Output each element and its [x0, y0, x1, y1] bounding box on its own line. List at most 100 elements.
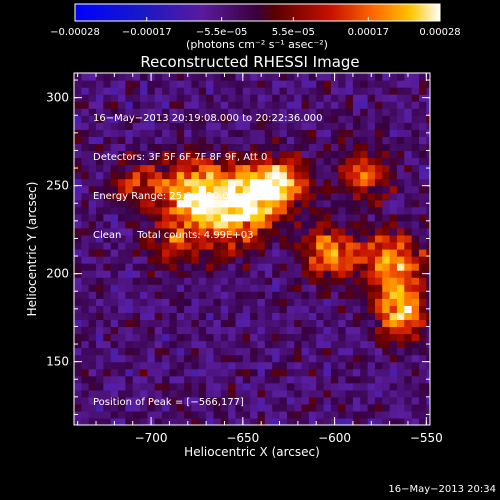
heatmap-cell: [286, 375, 295, 384]
heatmap-cell: [96, 305, 104, 313]
heatmap-cell: [396, 403, 405, 412]
heatmap-cell: [242, 389, 251, 398]
heatmap-cell: [184, 199, 193, 208]
heatmap-cell: [345, 277, 354, 285]
heatmap-cell: [103, 333, 112, 342]
heatmap-cell: [264, 270, 273, 278]
heatmap-cell: [147, 241, 156, 250]
heatmap-cell: [301, 206, 310, 215]
heatmap-cell: [81, 410, 90, 419]
heatmap-cell: [88, 298, 97, 306]
heatmap-cell: [323, 396, 332, 405]
heatmap-cell: [169, 115, 178, 123]
heatmap-cell: [250, 171, 259, 180]
heatmap-cell: [140, 101, 148, 109]
heatmap-cell: [147, 185, 156, 194]
heatmap-cell: [206, 178, 215, 187]
heatmap-cell: [257, 108, 266, 116]
heatmap-cell: [220, 354, 229, 363]
heatmap-cell: [184, 263, 193, 271]
heatmap-cell: [154, 80, 163, 88]
heatmap-cell: [396, 312, 405, 320]
heatmap-cell: [162, 277, 171, 285]
heatmap-cell: [125, 319, 134, 328]
heatmap-cell: [176, 136, 185, 144]
heatmap-cell: [286, 213, 295, 222]
heatmap-cell: [374, 291, 383, 299]
heatmap-cell: [206, 277, 215, 285]
heatmap-cell: [279, 291, 288, 299]
heatmap-cell: [264, 115, 273, 123]
heatmap-cell: [147, 80, 156, 88]
heatmap-cell: [338, 73, 347, 81]
heatmap-cell: [257, 319, 266, 328]
heatmap-cell: [382, 115, 391, 123]
heatmap-cell: [125, 270, 134, 278]
heatmap-cell: [206, 171, 215, 180]
heatmap-cell: [176, 241, 185, 250]
heatmap-cell: [176, 382, 185, 391]
heatmap-cell: [198, 368, 207, 377]
heatmap-cell: [132, 403, 141, 412]
heatmap-cell: [316, 87, 325, 95]
x-tick-label: −550: [410, 431, 443, 445]
heatmap-cell: [272, 122, 281, 130]
heatmap-cell: [140, 249, 148, 257]
heatmap-cell: [345, 115, 354, 123]
heatmap-cell: [169, 305, 178, 313]
heatmap-cell: [96, 291, 104, 299]
heatmap-cell: [345, 312, 354, 320]
heatmap-cell: [162, 122, 171, 130]
heatmap-cell: [140, 73, 148, 81]
heatmap-cell: [191, 185, 200, 194]
heatmap-cell: [176, 94, 185, 102]
heatmap-cell: [345, 403, 354, 412]
heatmap-cell: [147, 206, 156, 215]
heatmap-cell: [88, 326, 97, 335]
heatmap-cell: [308, 368, 317, 377]
heatmap-cell: [74, 227, 82, 236]
heatmap-cell: [396, 87, 405, 95]
heatmap-cell: [118, 150, 126, 159]
heatmap-cell: [242, 249, 251, 257]
heatmap-cell: [411, 227, 420, 236]
heatmap-cell: [220, 136, 229, 144]
heatmap-cell: [250, 157, 259, 166]
heatmap-cell: [220, 234, 229, 243]
heatmap-cell: [228, 150, 237, 159]
heatmap-cell: [374, 354, 383, 363]
heatmap-cell: [103, 417, 112, 425]
heatmap-cell: [242, 80, 251, 88]
heatmap-cell: [184, 87, 193, 95]
heatmap-cell: [294, 305, 303, 313]
heatmap-cell: [213, 129, 222, 137]
heatmap-cell: [360, 298, 369, 306]
heatmap-cell: [235, 326, 244, 335]
heatmap-cell: [426, 396, 430, 405]
heatmap-cell: [286, 150, 295, 159]
heatmap-cell: [228, 298, 237, 306]
heatmap-cell: [257, 227, 266, 236]
heatmap-cell: [360, 220, 369, 229]
heatmap-cell: [418, 417, 427, 425]
heatmap-cell: [345, 340, 354, 349]
heatmap-cell: [316, 361, 325, 370]
heatmap-cell: [286, 382, 295, 391]
heatmap-cell: [169, 382, 178, 391]
heatmap-cell: [110, 284, 119, 292]
heatmap-cell: [198, 87, 207, 95]
heatmap-cell: [96, 234, 104, 243]
heatmap-cell: [382, 382, 391, 391]
heatmap-cell: [74, 326, 82, 335]
heatmap-cell: [360, 361, 369, 370]
heatmap-cell: [125, 178, 134, 187]
heatmap-cell: [338, 256, 347, 264]
heatmap-cell: [220, 284, 229, 292]
heatmap-cell: [382, 234, 391, 243]
heatmap-cell: [374, 263, 383, 271]
heatmap-cell: [382, 185, 391, 194]
heatmap-cell: [154, 256, 163, 264]
heatmap-cell: [264, 122, 273, 130]
heatmap-cell: [242, 340, 251, 349]
heatmap-cell: [228, 347, 237, 356]
